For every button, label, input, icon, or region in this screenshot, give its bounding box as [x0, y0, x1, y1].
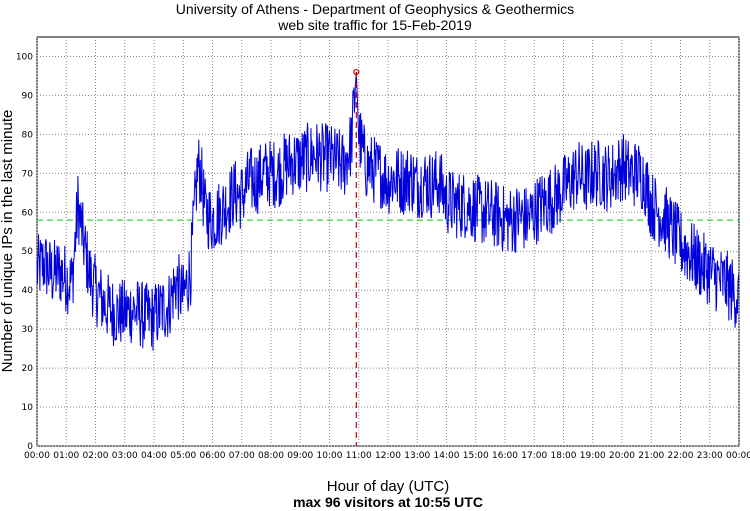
x-tick-label: 22:00	[668, 451, 694, 461]
y-axis-label: Number of unique IPs in the last minute	[0, 110, 16, 373]
x-tick-label: 09:00	[287, 451, 313, 461]
y-tick-label: 40	[22, 286, 34, 296]
x-tick-label: 00:00	[726, 451, 750, 461]
x-tick-label: 08:00	[258, 451, 284, 461]
x-tick-label: 07:00	[229, 451, 255, 461]
x-tick-label: 21:00	[638, 451, 664, 461]
y-tick-label: 80	[22, 130, 34, 140]
max-point	[353, 68, 360, 76]
x-axis-ticks: 00:00 01:00 02:00 03:00 04:00 05:00 06:00 07:00…	[24, 451, 750, 461]
x-tick-label: 12:00	[375, 451, 401, 461]
chart-subtitle: web site traffic for 15-Feb-2019	[277, 17, 472, 33]
y-axis-ticks: 0 10 20 30 40 50 60 70 80 90 100	[16, 52, 33, 452]
y-tick-label: 60	[22, 208, 34, 218]
x-tick-label: 01:00	[53, 451, 79, 461]
y-tick-label: 100	[16, 52, 33, 62]
y-tick-label: 90	[22, 91, 34, 101]
y-tick-label: 20	[22, 364, 34, 374]
x-tick-label: 18:00	[551, 451, 577, 461]
max-visitors-note: max 96 visitors at 10:55 UTC	[293, 494, 483, 510]
x-tick-label: 06:00	[200, 451, 226, 461]
x-tick-label: 14:00	[434, 451, 460, 461]
x-tick-label: 16:00	[492, 451, 518, 461]
y-tick-label: 0	[27, 442, 33, 452]
x-tick-label: 20:00	[609, 451, 635, 461]
x-tick-label: 00:00	[24, 451, 50, 461]
x-axis-label: Hour of day (UTC)	[327, 478, 450, 495]
x-tick-label: 04:00	[141, 451, 167, 461]
x-tick-label: 15:00	[463, 451, 489, 461]
y-tick-label: 70	[22, 169, 34, 179]
x-tick-label: 05:00	[170, 451, 196, 461]
y-tick-label: 10	[22, 403, 34, 413]
x-tick-label: 03:00	[112, 451, 138, 461]
x-tick-label: 17:00	[521, 451, 547, 461]
y-tick-label: 50	[22, 247, 34, 257]
x-tick-label: 13:00	[404, 451, 430, 461]
x-tick-label: 02:00	[83, 451, 109, 461]
x-tick-label: 23:00	[697, 451, 723, 461]
x-tick-label: 10:00	[317, 451, 343, 461]
x-tick-label: 11:00	[346, 451, 372, 461]
x-tick-label: 19:00	[580, 451, 606, 461]
chart-title: University of Athens - Department of Geo…	[176, 1, 574, 17]
series-line	[36, 72, 740, 351]
y-tick-label: 30	[22, 325, 34, 335]
